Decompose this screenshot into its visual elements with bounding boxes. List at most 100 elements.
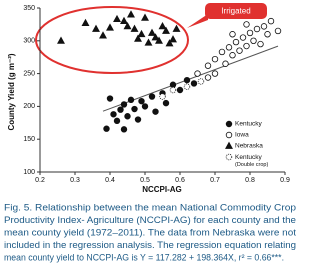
triangle-marker [113,14,121,23]
circle-marker [225,44,233,51]
circle-marker [243,21,250,28]
circle-marker [183,83,191,90]
circle-marker [103,125,110,132]
callout-text: Irrigated [221,7,250,16]
x-tick-label: 0.3 [70,177,80,184]
legend-label: Iowa [235,132,249,139]
circle-marker [229,52,236,59]
circle-marker [229,31,236,38]
legend-label: Kentucky [235,121,262,128]
triangle-marker [92,24,100,32]
triangle-marker [127,10,135,18]
circle-marker [246,29,254,37]
circle-marker [162,99,170,107]
circle-marker [176,86,184,94]
circle-marker [211,55,219,63]
y-tick-label: 200 [23,103,35,110]
triangle-marker [155,36,163,44]
circle-marker [204,74,212,81]
triangle-marker [172,24,181,32]
circle-marker [218,48,226,56]
triangle-marker [141,13,149,21]
caption-line: Fig. 5. Relationship between the mean Na… [4,202,296,212]
legend-marker [225,153,233,161]
figure: NCCPI-AG County Yield (g m⁻²) Irrigated … [4,3,297,262]
circle-marker [113,117,121,125]
circle-marker [257,40,264,48]
circle-marker [152,108,159,115]
legend-marker [225,120,233,128]
callout-box [205,3,267,19]
x-tick-label: 0.8 [245,177,255,184]
triangle-marker [57,36,65,44]
triangle-marker [151,33,160,41]
circle-marker [236,47,243,54]
legend-marker [225,141,233,149]
x-axis-label: NCCPI-AG [142,185,182,194]
legend-label: Kentucky (Double crop) [235,154,268,169]
triangle-marker [148,28,156,36]
triangle-marker [99,31,107,39]
circle-marker [211,70,219,77]
circle-marker [260,23,268,30]
circle-marker [120,101,128,108]
legend-label: Nebraska [235,143,263,150]
x-tick-label: 0.5 [140,177,150,184]
circle-marker [134,116,142,123]
circle-marker [243,42,250,50]
circle-marker [131,105,138,113]
y-tick-label: 300 [23,38,35,45]
circle-marker [148,93,156,100]
circle-marker [124,113,131,120]
triangle-marker [165,39,174,47]
circle-marker [250,37,257,44]
circle-marker [169,86,177,94]
circle-marker [127,96,135,104]
triangle-marker [144,38,153,46]
caption-line: mean county yield (1972–2011). The data … [4,227,297,237]
circle-marker [169,81,177,88]
caption-line: Productivity Index- Agriculture (NCCPI-A… [4,215,296,225]
circle-marker [117,106,124,113]
triangle-marker [169,35,177,43]
circle-marker [267,17,275,25]
circle-marker [197,78,205,85]
circle-marker [106,95,114,102]
x-tick-label: 0.6 [175,177,185,184]
circle-marker [194,70,201,77]
caption-line: mean county yield to NCCPI-AG is Y = 117… [4,252,284,262]
circle-marker [183,76,191,84]
circle-marker [190,80,198,87]
x-tick-label: 0.9 [280,177,290,184]
irrigated-ellipse [35,6,189,74]
y-axis-label: County Yield (g m⁻²) [7,53,16,130]
triangle-marker [130,24,139,32]
triangle-marker [81,18,90,26]
triangle-marker [134,34,142,42]
caption-line: included in the regression analysis. The… [4,240,296,250]
triangle-marker [158,22,167,30]
x-tick-label: 0.7 [210,177,220,184]
circle-marker [222,60,229,67]
y-tick-label: 250 [23,70,35,77]
triangle-marker [123,22,132,30]
circle-marker [120,126,128,133]
circle-marker [204,62,212,69]
circle-marker [264,31,271,38]
y-tick-label: 150 [23,136,35,143]
circle-marker [253,25,261,33]
circle-marker [239,34,247,41]
x-tick-label: 0.2 [35,177,45,184]
circle-marker [138,97,145,105]
circle-marker [141,103,149,110]
triangle-marker [120,16,128,25]
circle-marker [110,111,117,118]
triangle-marker [162,26,170,34]
y-tick-label: 350 [23,5,35,12]
circle-marker [232,38,240,46]
legend: Kentucky Iowa Nebraska Kentucky (Double crop… [225,120,268,169]
x-tick-label: 0.4 [105,177,115,184]
legend-marker [225,131,233,139]
triangle-marker [106,23,114,31]
triangle-marker [137,29,146,38]
